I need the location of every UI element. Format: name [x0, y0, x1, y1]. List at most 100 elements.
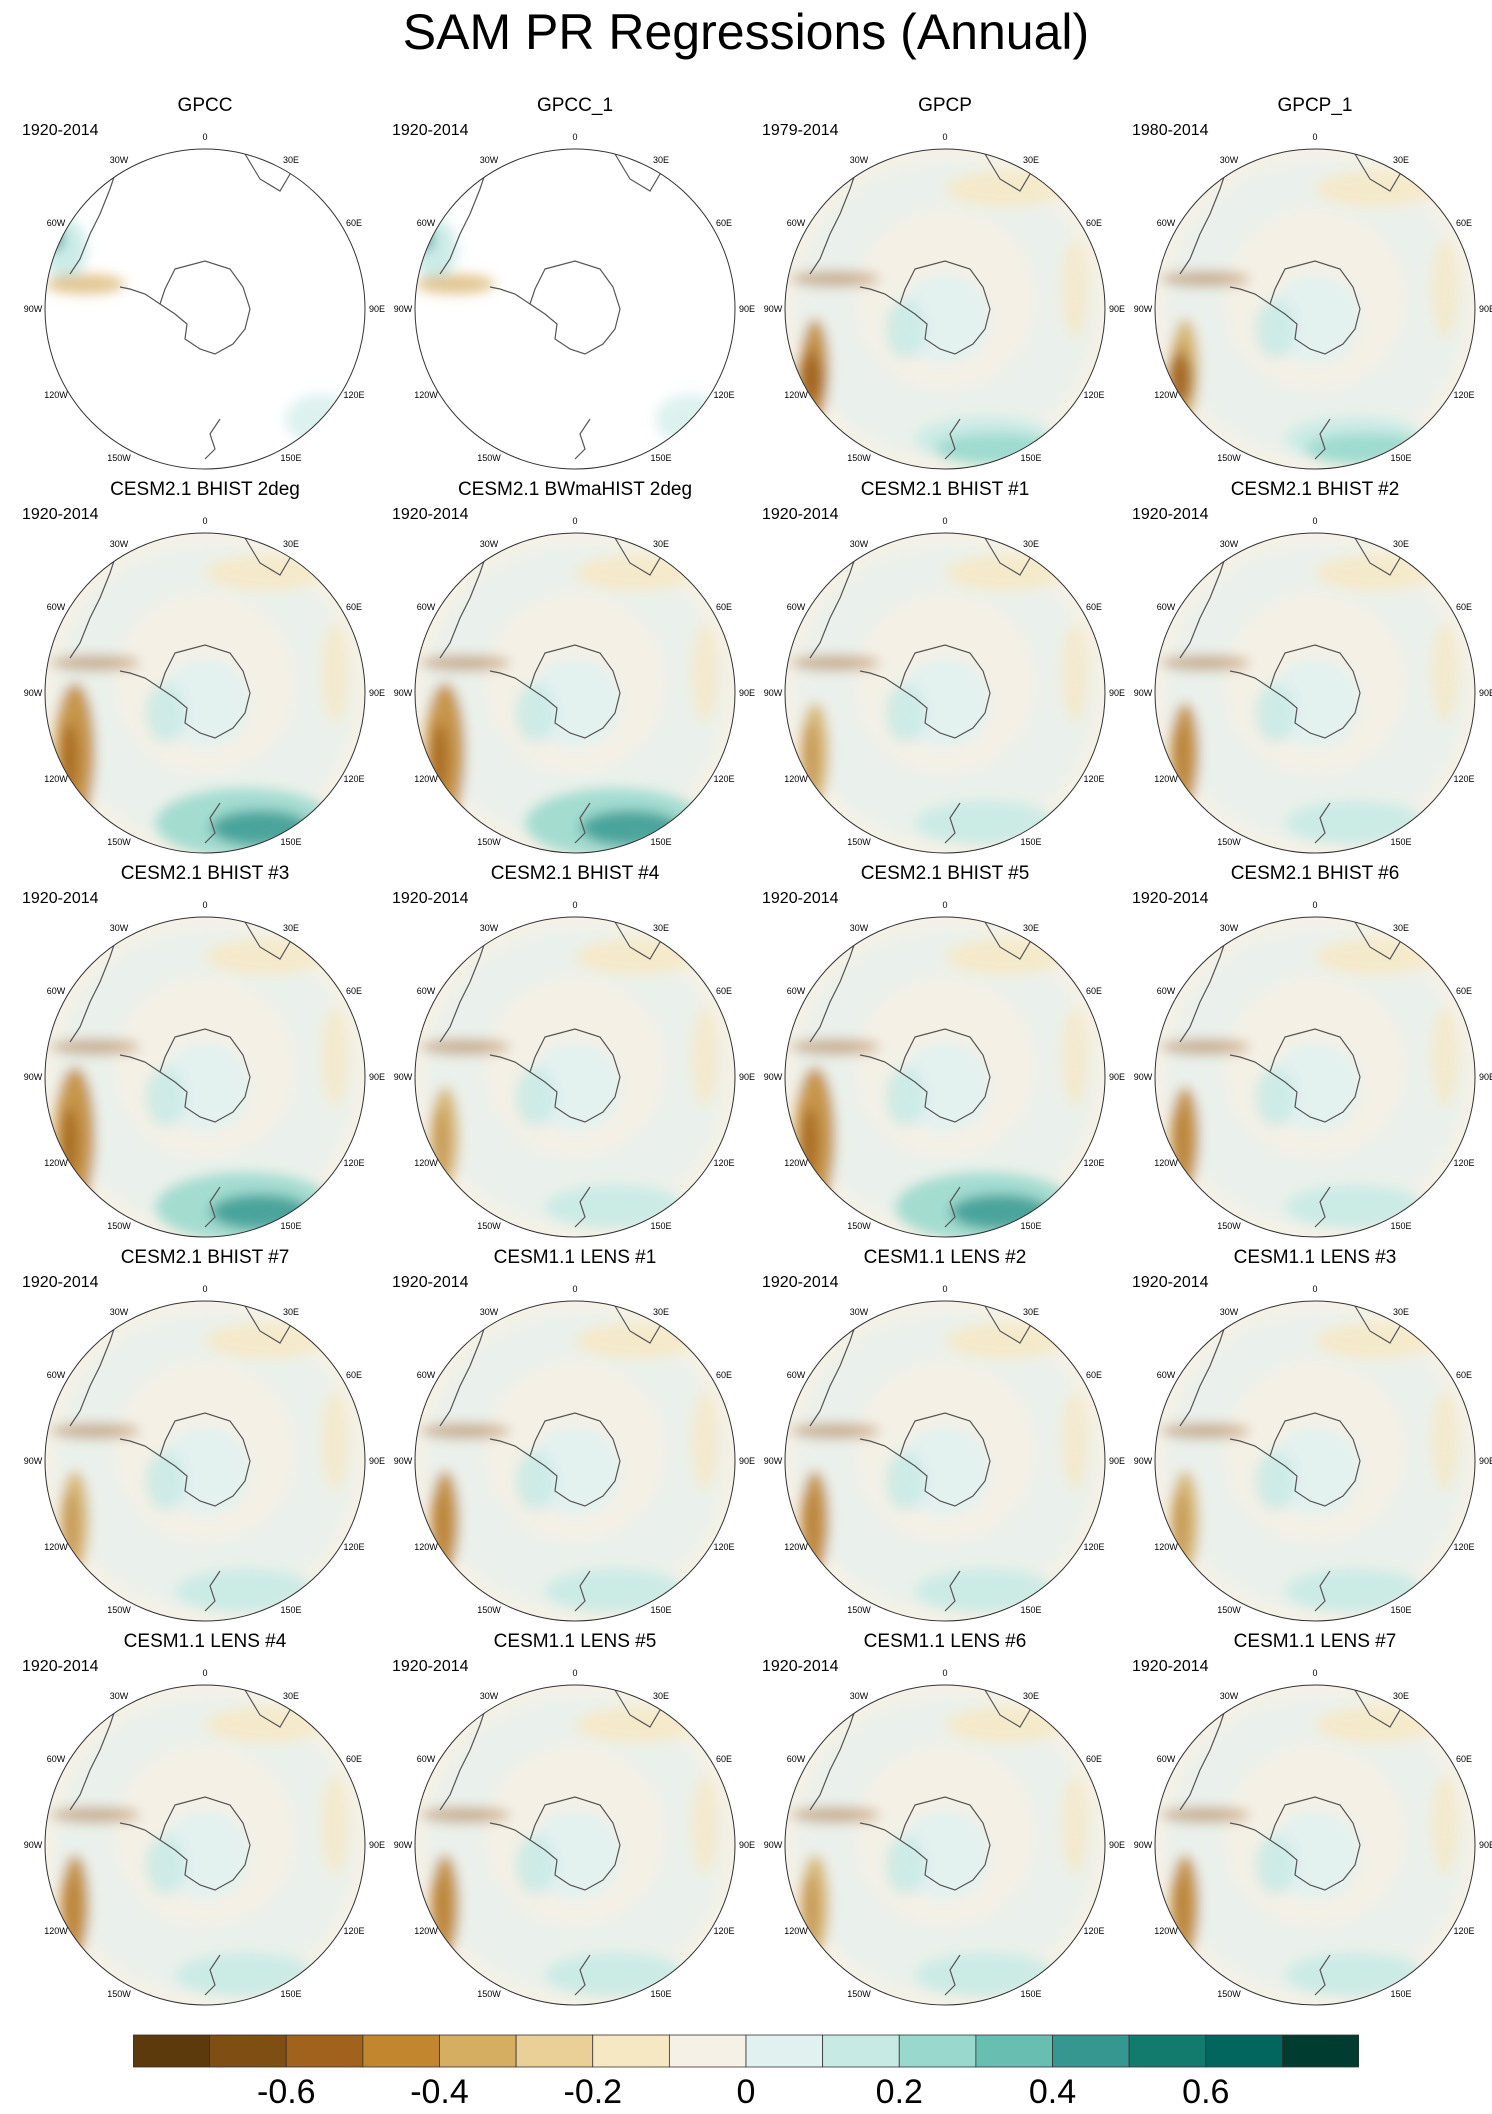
- longitude-label: 180: [1307, 476, 1322, 477]
- colorbar-swatch: [439, 2034, 517, 2068]
- field-contour: [945, 1707, 1065, 1743]
- panel-title: CESM2.1 BWmaHIST 2deg: [457, 479, 693, 500]
- longitude-label: 90W: [1134, 1840, 1153, 1850]
- longitude-label: 150W: [477, 1221, 501, 1231]
- longitude-label: 0: [572, 132, 577, 142]
- longitude-label: 60E: [716, 986, 732, 996]
- longitude-label: 0: [1312, 1284, 1317, 1294]
- longitude-label: 90W: [764, 304, 783, 314]
- longitude-label: 120W: [784, 390, 808, 400]
- map-panel: CESM2.1 BHIST #5 1920-2014 0 30E 60E 90E 120E 1…: [760, 863, 1130, 1245]
- longitude-label: 90W: [764, 1072, 783, 1082]
- polar-stereographic-map: 0 30E 60E 90E 120E 150E 180 150W 120W 90W 60W 30W: [24, 132, 385, 477]
- longitude-label: 0: [202, 516, 207, 526]
- longitude-label: 150E: [1020, 837, 1041, 847]
- longitude-label: 30E: [1393, 539, 1409, 549]
- map-boundary: [784, 532, 1106, 854]
- field-contour: [790, 1039, 880, 1055]
- longitude-label: 120W: [44, 390, 68, 400]
- panel-period: 1920-2014: [22, 1658, 99, 1675]
- longitude-label: 30E: [1023, 155, 1039, 165]
- longitude-label: 30W: [480, 923, 499, 933]
- longitude-label: 90W: [24, 688, 43, 698]
- longitude-label: 150W: [477, 837, 501, 847]
- longitude-label: 120E: [1083, 774, 1104, 784]
- map-panel: CESM2.1 BHIST #7 1920-2014 0 30E 60E 90E 120E 1…: [20, 1247, 390, 1629]
- polar-stereographic-map: 0 30E 60E 90E 120E 150E 180 150W 120W 90W 60W 30W: [764, 1284, 1125, 1629]
- longitude-label: 0: [202, 1284, 207, 1294]
- panel-period: 1920-2014: [392, 122, 469, 139]
- field-contour: [1315, 1707, 1435, 1743]
- map-panel: CESM1.1 LENS #7 1920-2014 0 30E 60E 90E 120E 15…: [1130, 1631, 1492, 2013]
- panel-title: CESM1.1 LENS #2: [863, 1247, 1027, 1268]
- longitude-label: 180: [567, 1628, 582, 1629]
- field-contour: [285, 394, 355, 444]
- longitude-label: 60E: [1086, 1754, 1102, 1764]
- longitude-label: 180: [1307, 860, 1322, 861]
- longitude-label: 180: [567, 476, 582, 477]
- longitude-label: 60W: [787, 602, 806, 612]
- coastlines: [439, 537, 735, 849]
- map-boundary: [44, 1300, 366, 1622]
- longitude-label: 30W: [850, 1691, 869, 1701]
- longitude-label: 60E: [716, 1754, 732, 1764]
- longitude-label: 90W: [394, 304, 413, 314]
- longitude-label: 60W: [47, 602, 66, 612]
- polar-stereographic-map: 0 30E 60E 90E 120E 150E 180 150W 120W 90W 60W 30W: [24, 1668, 385, 2013]
- map-boundary: [1154, 1300, 1476, 1622]
- longitude-label: 90E: [1109, 1456, 1125, 1466]
- longitude-label: 60E: [1086, 218, 1102, 228]
- longitude-label: 120W: [44, 1926, 68, 1936]
- longitude-label: 60E: [346, 1370, 362, 1380]
- colorbar-swatch: [1052, 2034, 1130, 2068]
- field-contour: [945, 1323, 1065, 1359]
- longitude-label: 180: [1307, 1628, 1322, 1629]
- longitude-label: 150W: [847, 837, 871, 847]
- polar-stereographic-map: 0 30E 60E 90E 120E 150E 180 150W 120W 90W 60W 30W: [1134, 900, 1492, 1245]
- panel-title: GPCP_1: [1277, 95, 1353, 116]
- panel-title: CESM1.1 LENS #7: [1233, 1631, 1397, 1652]
- longitude-label: 90E: [369, 1072, 385, 1082]
- longitude-label: 60E: [1456, 218, 1472, 228]
- field-contour: [50, 1423, 140, 1439]
- longitude-label: 0: [1312, 516, 1317, 526]
- longitude-label: 30W: [480, 1691, 499, 1701]
- longitude-label: 120W: [1154, 1158, 1178, 1168]
- longitude-label: 150W: [107, 1989, 131, 1999]
- longitude-label: 120W: [1154, 1926, 1178, 1936]
- longitude-label: 60E: [1086, 602, 1102, 612]
- longitude-label: 30W: [1220, 1307, 1239, 1317]
- longitude-label: 0: [1312, 132, 1317, 142]
- longitude-label: 150E: [280, 1221, 301, 1231]
- longitude-label: 90W: [24, 1840, 43, 1850]
- colorbar-swatch: [362, 2034, 440, 2068]
- longitude-label: 0: [942, 900, 947, 910]
- field-contour: [1160, 271, 1250, 287]
- longitude-label: 60E: [1456, 1754, 1472, 1764]
- polar-stereographic-map: 0 30E 60E 90E 120E 150E 180 150W 120W 90W 60W 30W: [764, 516, 1125, 861]
- longitude-label: 30W: [850, 1307, 869, 1317]
- field-contour: [1315, 171, 1435, 207]
- polar-stereographic-map: 0 30E 60E 90E 120E 150E 180 150W 120W 90W 60W 30W: [764, 900, 1125, 1245]
- field-contour: [1431, 1007, 1459, 1107]
- longitude-label: 90W: [1134, 688, 1153, 698]
- field-contour: [575, 1707, 695, 1743]
- longitude-label: 60E: [1086, 1370, 1102, 1380]
- longitude-label: 150E: [1390, 837, 1411, 847]
- map-panel: GPCC 1920-2014 0 30E 60E 90E 120E 150E 180 150W 12…: [20, 95, 390, 477]
- longitude-label: 60W: [1157, 1370, 1176, 1380]
- longitude-label: 30W: [1220, 155, 1239, 165]
- field-contour: [1431, 1775, 1459, 1875]
- longitude-label: 180: [937, 860, 952, 861]
- colorbar-tick-labels: -0.6 -0.4 -0.2 0 0.2 0.4 0.6: [0, 2074, 1492, 2114]
- field-contour: [1061, 1391, 1089, 1491]
- longitude-label: 30W: [110, 155, 129, 165]
- longitude-label: 150E: [650, 1221, 671, 1231]
- polar-stereographic-map: 0 30E 60E 90E 120E 150E 180 150W 120W 90W 60W 30W: [764, 1668, 1125, 2013]
- longitude-label: 180: [937, 1244, 952, 1245]
- polar-stereographic-map: 0 30E 60E 90E 120E 150E 180 150W 120W 90W 60W 30W: [394, 516, 755, 861]
- longitude-label: 90E: [1479, 1072, 1492, 1082]
- colorbar-swatch: [898, 2034, 977, 2068]
- longitude-label: 180: [197, 476, 212, 477]
- panel-title: GPCP: [918, 95, 972, 116]
